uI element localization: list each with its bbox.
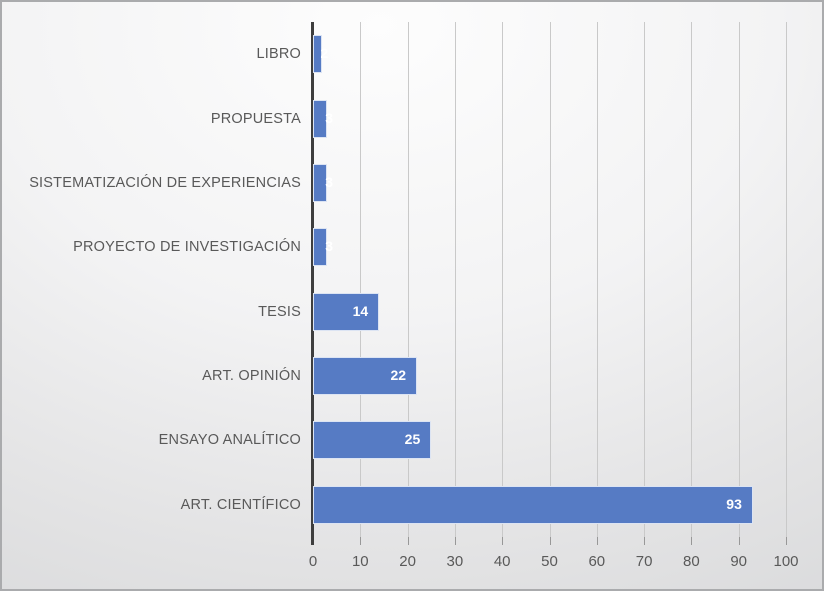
category-label-ensayo-analitico: ENSAYO ANALÍTICO — [158, 432, 301, 449]
x-axis-tick-label: 90 — [730, 553, 748, 570]
bar-value-label: 14 — [352, 302, 369, 319]
bar-art-cientifico[interactable] — [313, 485, 753, 524]
bar-ensayo-analitico[interactable] — [313, 421, 432, 460]
gridline — [644, 22, 646, 537]
axis-tick — [454, 537, 456, 545]
axis-tick — [786, 537, 787, 545]
bar-libro[interactable] — [313, 35, 323, 74]
x-axis-tick-label: 70 — [635, 553, 653, 570]
x-axis-tick-label: 80 — [683, 553, 700, 570]
axis-tick — [407, 537, 409, 545]
bar-tesis[interactable] — [313, 292, 380, 331]
x-axis-tick-label: 30 — [446, 553, 464, 570]
gridline — [738, 22, 740, 537]
axis-tick — [596, 537, 598, 545]
gridline — [407, 22, 409, 537]
gridline — [454, 22, 456, 537]
x-axis-tick-label: 10 — [351, 553, 369, 570]
category-label-sistematizacion-de-experiencias: SISTEMATIZACIÓN DE EXPERIENCIAS — [29, 174, 301, 191]
x-axis-tick-label: 20 — [399, 553, 416, 570]
category-label-libro: LIBRO — [256, 46, 301, 63]
category-label-art-cientifico: ART. CIENTÍFICO — [180, 496, 301, 513]
bar-value-label: 3 — [325, 109, 333, 126]
x-axis-tick-label: 0 — [308, 553, 318, 570]
gridline — [360, 22, 362, 537]
bar-value-label: 93 — [726, 495, 742, 512]
axis-tick — [549, 537, 551, 545]
category-label-proyecto-de-investigacion: PROYECTO DE INVESTIGACIÓN — [73, 239, 301, 256]
category-label-propuesta: PROPUESTA — [210, 110, 301, 127]
x-axis-tick-label: 40 — [493, 553, 511, 570]
axis-tick — [644, 537, 646, 545]
gridline — [691, 22, 693, 537]
x-axis-tick-label: 60 — [588, 553, 606, 570]
category-label-tesis: TESIS — [258, 303, 301, 320]
axis-tick — [738, 537, 740, 545]
y-axis-line — [311, 22, 314, 545]
gridline — [596, 22, 598, 537]
category-label-art-opinion: ART. OPINIÓN — [202, 368, 301, 385]
x-axis-tick-label: 100 — [773, 553, 799, 570]
bar-sistematizacion-de-experiencias[interactable] — [313, 163, 328, 202]
bar-value-label: 3 — [325, 173, 333, 190]
gridline — [502, 22, 504, 537]
bar-art-opinion[interactable] — [313, 357, 418, 396]
bar-value-label: 22 — [390, 367, 407, 384]
bar-value-label: 25 — [404, 431, 421, 448]
x-axis-tick-label: 50 — [541, 553, 558, 570]
axis-tick — [502, 537, 504, 545]
bar-propuesta[interactable] — [313, 99, 328, 138]
bar-value-label: 3 — [325, 238, 333, 255]
axis-tick — [691, 537, 693, 545]
bar-proyecto-de-investigacion[interactable] — [313, 228, 328, 267]
gridline — [549, 22, 551, 537]
axis-tick — [360, 537, 362, 545]
gridline — [786, 22, 787, 537]
bar-value-label: 2 — [320, 45, 329, 62]
